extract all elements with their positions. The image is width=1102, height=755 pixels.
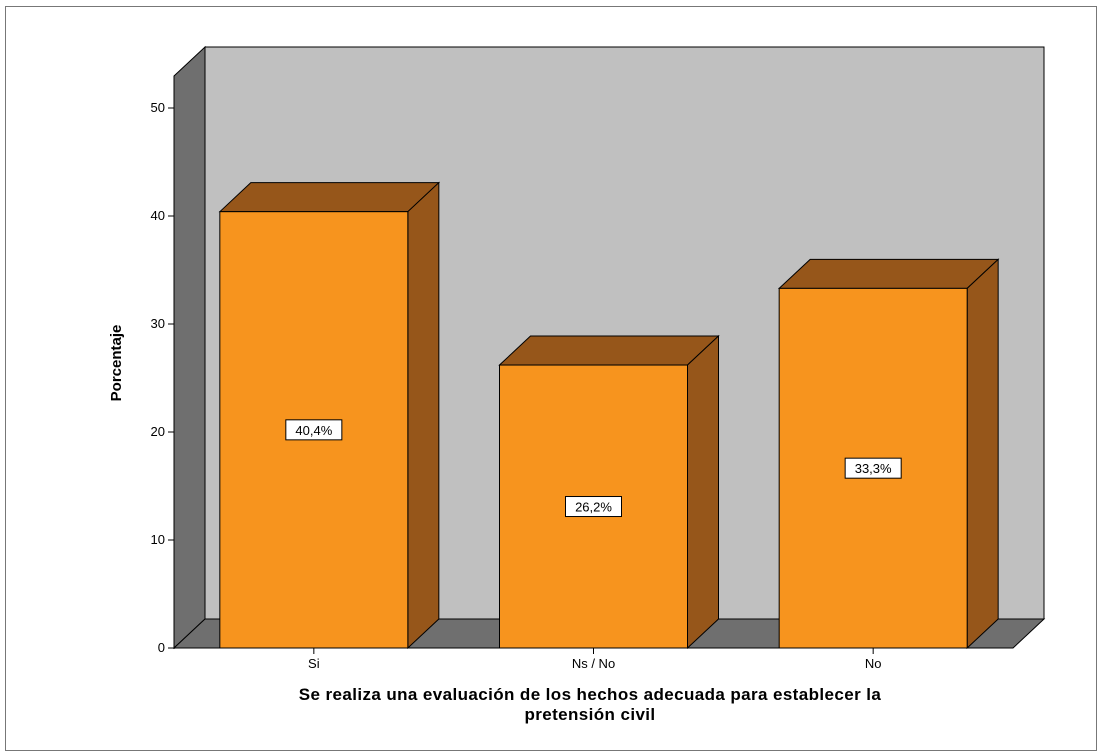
x-axis-label-line-1: Se realiza una evaluación de los hechos …	[299, 685, 882, 704]
y-tick-label: 10	[151, 532, 165, 547]
data-label-box	[285, 419, 343, 441]
x-tick-label: Si	[308, 656, 320, 671]
y-tick-label: 0	[158, 640, 165, 655]
data-label-box	[565, 496, 622, 518]
x-tick-label: No	[865, 656, 882, 671]
left-wall	[173, 45, 206, 650]
bar-side	[966, 258, 999, 650]
data-label: 40,4%	[295, 423, 332, 438]
data-label: 26,2%	[575, 500, 612, 515]
bar-side	[687, 334, 719, 650]
x-tick-label: Ns / No	[572, 656, 615, 671]
y-tick-label: 50	[151, 100, 165, 115]
bar-top	[777, 258, 1000, 289]
y-tick-label: 20	[151, 424, 165, 439]
y-tick-label: 30	[151, 316, 165, 331]
bar: 40,4%	[218, 181, 441, 650]
x-axis-label-line-2: pretensión civil	[524, 705, 655, 724]
data-label-box	[844, 457, 902, 479]
bar: 26,2%	[498, 334, 720, 650]
y-axis-label: Porcentaje	[108, 325, 125, 402]
data-label: 33,3%	[855, 461, 892, 476]
bar-side	[407, 181, 440, 650]
bar-top	[218, 182, 441, 213]
y-tick-label: 40	[151, 208, 165, 223]
bar-top	[498, 335, 720, 366]
bar: 33,3%	[777, 258, 1000, 650]
